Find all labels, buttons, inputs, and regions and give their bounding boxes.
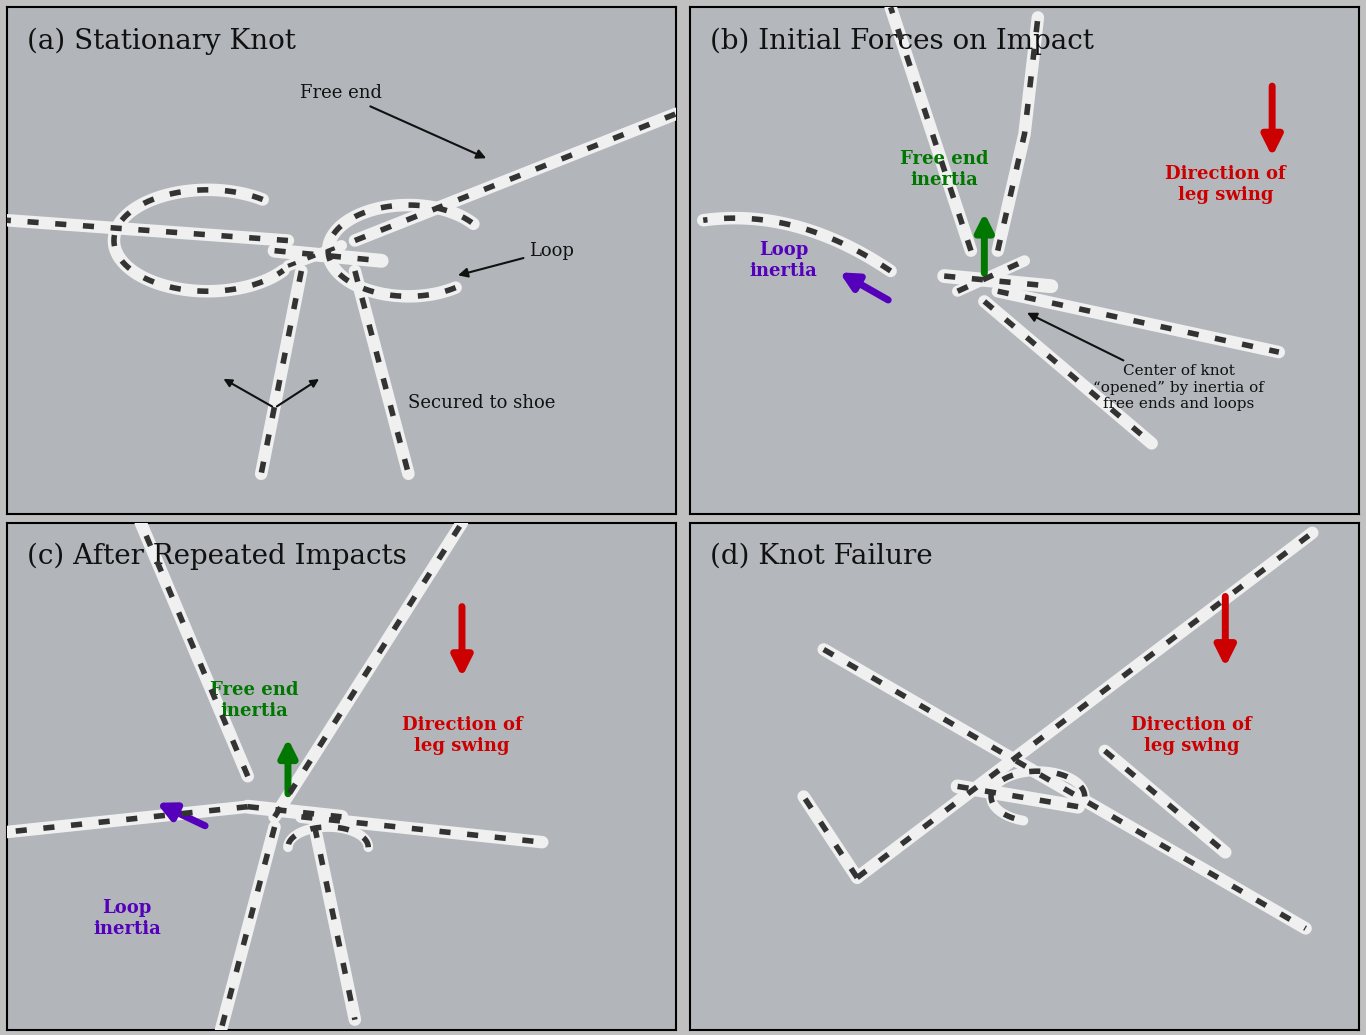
Text: (c) After Repeated Impacts: (c) After Repeated Impacts [27, 543, 407, 570]
Text: Free end
inertia: Free end inertia [900, 150, 989, 189]
Text: Direction of
leg swing: Direction of leg swing [1165, 166, 1285, 204]
Text: (d) Knot Failure: (d) Knot Failure [710, 543, 933, 570]
Text: Free end: Free end [301, 85, 484, 157]
Text: Direction of
leg swing: Direction of leg swing [402, 716, 522, 756]
Text: Loop
inertia: Loop inertia [93, 898, 161, 938]
Text: (b) Initial Forces on Impact: (b) Initial Forces on Impact [710, 28, 1094, 55]
Text: Loop: Loop [460, 242, 574, 276]
Text: Direction of
leg swing: Direction of leg swing [1131, 716, 1253, 756]
Text: Loop
inertia: Loop inertia [750, 241, 817, 280]
Text: Free end
inertia: Free end inertia [210, 681, 299, 719]
Text: Center of knot
“opened” by inertia of
free ends and loops: Center of knot “opened” by inertia of fr… [1029, 314, 1264, 411]
Text: Secured to shoe: Secured to shoe [408, 394, 556, 412]
Text: (a) Stationary Knot: (a) Stationary Knot [27, 28, 296, 55]
